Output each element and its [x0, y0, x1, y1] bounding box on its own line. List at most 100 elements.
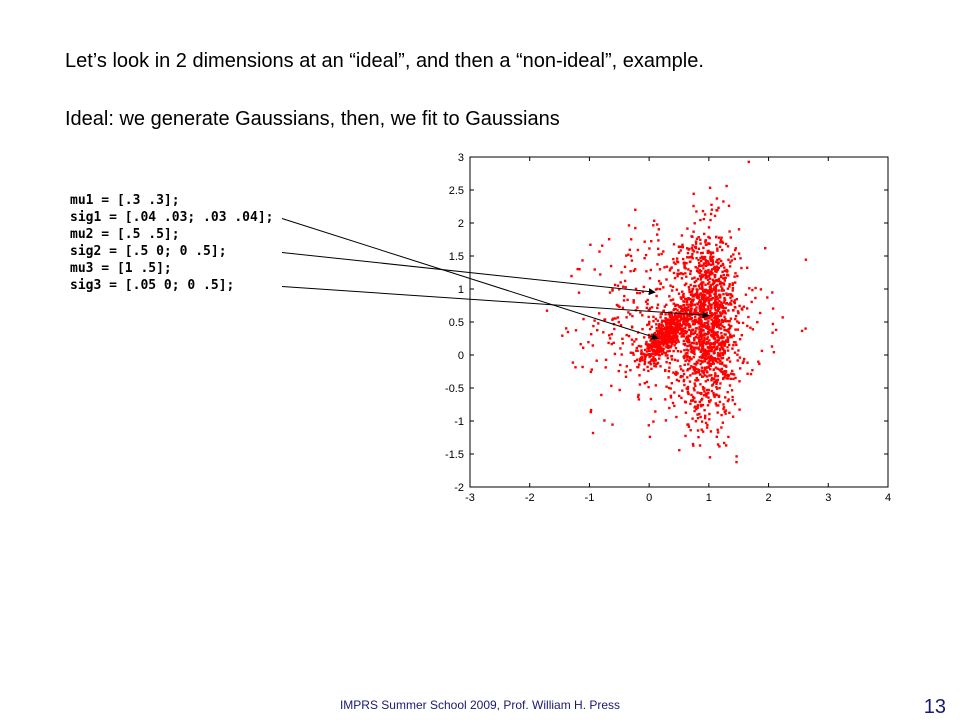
scatter-point-series-2	[665, 265, 669, 268]
scatter-point-series-1	[686, 323, 690, 326]
scatter-point-series-2	[758, 362, 761, 365]
scatter-point-series-2	[644, 300, 648, 303]
scatter-point-series-2	[672, 257, 675, 261]
scatter-point-series-3	[719, 296, 722, 299]
scatter-point-series-3	[707, 323, 710, 326]
scatter-point-series-2	[771, 331, 774, 334]
scatter-point-series-3	[722, 282, 726, 285]
scatter-point-series-2	[685, 348, 689, 351]
scatter-point-series-3	[680, 327, 683, 330]
scatter-point-series-3	[687, 425, 691, 428]
scatter-point-series-3	[700, 420, 704, 423]
scatter-point-series-2	[804, 258, 808, 261]
scatter-point-series-3	[712, 391, 715, 395]
scatter-point-series-3	[695, 333, 699, 336]
scatter-point-series-3	[698, 328, 701, 331]
scatter-point-series-1	[652, 349, 655, 353]
scatter-point-series-3	[708, 292, 711, 295]
scatter-point-series-3	[719, 359, 722, 363]
scatter-point-series-3	[682, 380, 685, 383]
scatter-point-series-2	[689, 429, 692, 432]
scatter-point-series-3	[724, 412, 727, 415]
scatter-point-series-3	[721, 248, 724, 252]
scatter-point-series-3	[709, 368, 712, 371]
scatter-point-series-1	[655, 329, 658, 333]
scatter-point-series-2	[658, 287, 662, 291]
scatter-point-series-2	[668, 349, 671, 353]
scatter-point-series-2	[651, 359, 654, 362]
scatter-point-series-3	[730, 259, 733, 262]
scatter-point-series-3	[699, 333, 702, 337]
scatter-point-series-2	[713, 214, 717, 218]
scatter-point-series-3	[711, 261, 715, 264]
scatter-point-series-1	[682, 319, 685, 322]
scatter-point-series-1	[643, 357, 647, 361]
scatter-point-series-3	[709, 294, 712, 297]
scatter-point-series-3	[728, 230, 731, 233]
scatter-point-series-2	[688, 380, 692, 383]
scatter-point-series-2	[717, 206, 720, 209]
scatter-point-series-3	[694, 246, 697, 250]
scatter-point-series-2	[667, 376, 670, 379]
scatter-point-series-3	[693, 389, 696, 392]
scatter-point-series-3	[706, 321, 709, 324]
scatter-point-series-2	[680, 272, 683, 275]
scatter-point-series-3	[699, 242, 702, 245]
scatter-point-series-3	[696, 251, 699, 254]
scatter-point-series-2	[637, 398, 641, 401]
scatter-point-series-3	[718, 282, 722, 285]
scatter-point-series-3	[730, 255, 733, 258]
scatter-point-series-3	[727, 331, 731, 334]
scatter-point-series-3	[721, 361, 724, 364]
scatter-point-series-2	[630, 238, 633, 241]
scatter-point-series-1	[640, 351, 643, 354]
scatter-point-series-1	[671, 341, 675, 344]
scatter-point-series-3	[724, 370, 728, 373]
scatter-point-series-3	[704, 357, 707, 360]
scatter-point-series-1	[685, 320, 688, 323]
scatter-point-series-2	[695, 309, 698, 312]
scatter-point-series-2	[561, 334, 564, 337]
scatter-point-series-3	[715, 270, 718, 273]
scatter-point-series-2	[629, 351, 632, 354]
scatter-point-series-3	[702, 353, 706, 357]
scatter-point-series-2	[676, 260, 679, 263]
scatter-point-series-2	[704, 380, 707, 383]
scatter-point-series-3	[712, 341, 715, 345]
scatter-point-series-2	[731, 369, 734, 373]
scatter-point-series-3	[716, 367, 719, 370]
scatter-point-series-1	[647, 385, 650, 389]
scatter-point-series-3	[710, 322, 713, 325]
scatter-point-series-3	[710, 313, 714, 316]
scatter-point-series-3	[711, 296, 714, 300]
scatter-point-series-3	[693, 308, 697, 311]
scatter-point-series-3	[698, 268, 701, 272]
scatter-point-series-2	[657, 253, 660, 256]
scatter-point-series-2	[707, 324, 710, 327]
code-line-mu3: mu3 = [1 .5];	[70, 261, 172, 276]
scatter-point-series-2	[736, 274, 739, 278]
scatter-point-series-2	[729, 317, 733, 320]
scatter-point-series-2	[630, 259, 634, 262]
scatter-point-series-2	[689, 334, 692, 338]
scatter-point-series-3	[701, 375, 704, 378]
scatter-point-series-1	[639, 345, 643, 348]
scatter-point-series-2	[738, 408, 741, 411]
scatter-point-series-3	[721, 241, 725, 244]
scatter-point-series-3	[720, 352, 723, 355]
scatter-point-series-2	[659, 327, 662, 330]
scatter-point-series-1	[681, 329, 685, 332]
scatter-point-series-1	[674, 325, 677, 328]
scatter-point-series-3	[738, 380, 741, 383]
scatter-point-series-3	[731, 283, 734, 287]
scatter-point-series-3	[691, 290, 694, 293]
scatter-point-series-2	[664, 398, 667, 401]
scatter-point-series-2	[609, 264, 613, 268]
scatter-point-series-2	[668, 366, 671, 369]
scatter-point-series-3	[691, 303, 694, 307]
scatter-point-series-3	[695, 237, 699, 240]
scatter-point-series-3	[719, 343, 723, 347]
scatter-point-series-2	[688, 303, 691, 306]
x-tick-label: 3	[825, 492, 831, 504]
scatter-point-series-3	[691, 294, 694, 297]
